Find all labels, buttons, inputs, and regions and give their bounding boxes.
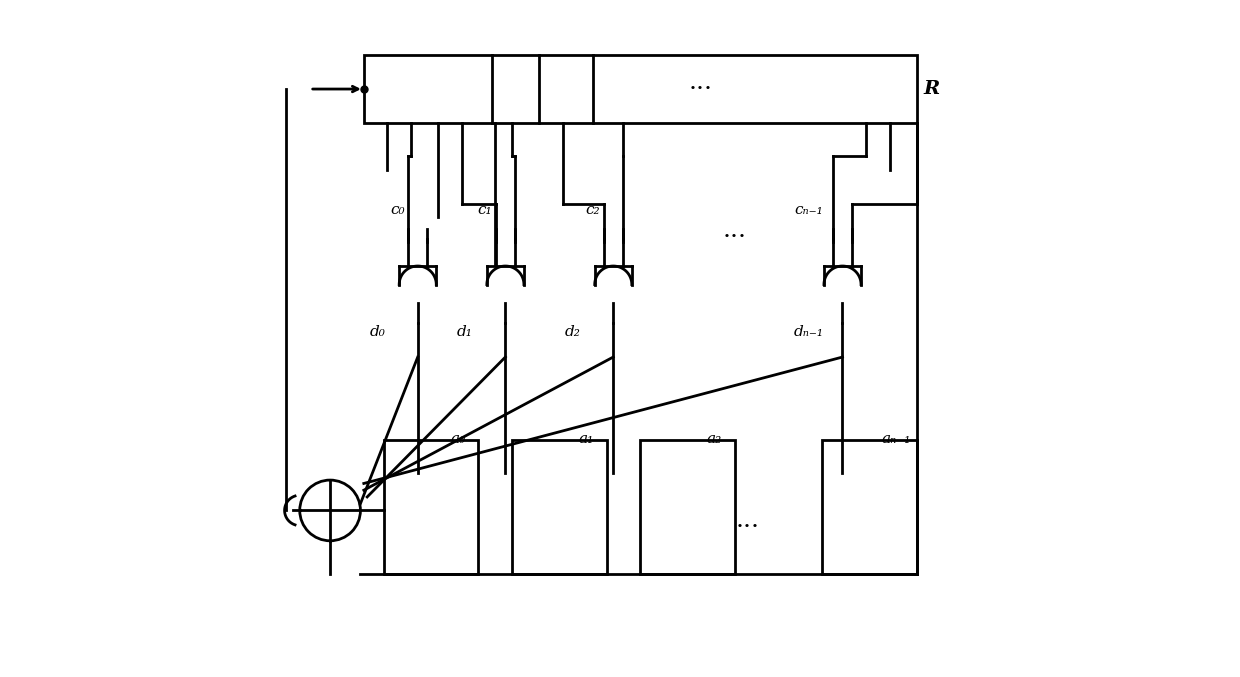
Text: a₀: a₀ [450,433,466,446]
Text: d₁: d₁ [458,325,472,339]
Text: ···: ··· [737,516,760,539]
Text: a₂: a₂ [707,433,722,446]
Bar [384,439,479,575]
Text: R: R [924,80,940,98]
Text: aₙ₋₁: aₙ₋₁ [882,433,911,446]
Bar [640,439,734,575]
Bar [363,56,916,123]
Text: d₀: d₀ [370,325,386,339]
Text: ···: ··· [723,226,746,249]
Text: ···: ··· [689,78,713,101]
Bar [512,439,606,575]
Text: c₁: c₁ [477,203,492,217]
Text: d₂: d₂ [565,325,580,339]
Text: cₙ₋₁: cₙ₋₁ [795,203,823,217]
Text: c₀: c₀ [391,203,404,217]
Text: c₂: c₂ [585,203,600,217]
Text: dₙ₋₁: dₙ₋₁ [794,325,823,339]
Text: a₁: a₁ [579,433,594,446]
Bar [822,439,916,575]
